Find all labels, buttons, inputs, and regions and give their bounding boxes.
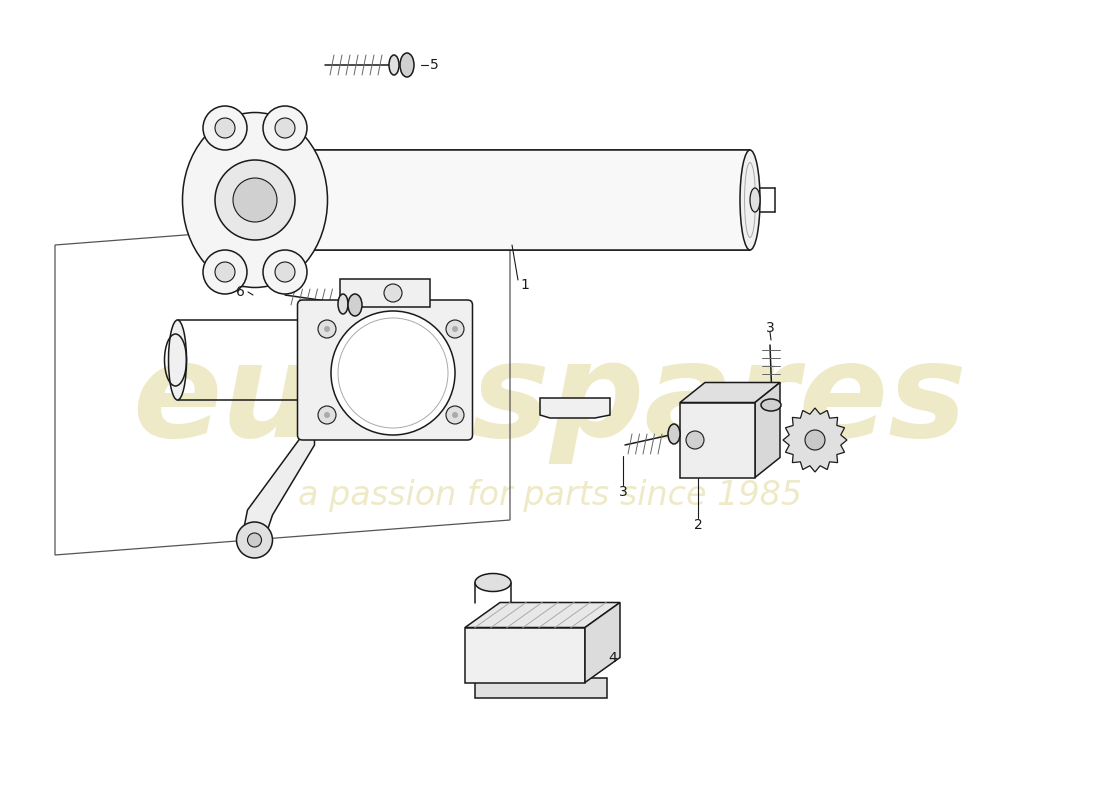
Ellipse shape bbox=[761, 399, 781, 411]
Ellipse shape bbox=[475, 574, 512, 591]
Ellipse shape bbox=[338, 294, 348, 314]
Circle shape bbox=[275, 118, 295, 138]
Ellipse shape bbox=[400, 53, 414, 77]
Ellipse shape bbox=[668, 424, 680, 444]
Polygon shape bbox=[540, 398, 611, 418]
Text: 3: 3 bbox=[618, 485, 627, 499]
Bar bbox=[340, 279, 430, 307]
Ellipse shape bbox=[389, 55, 399, 75]
Text: 5: 5 bbox=[430, 58, 439, 72]
Text: 1: 1 bbox=[520, 278, 529, 292]
Bar bbox=[255, 150, 750, 250]
Polygon shape bbox=[755, 382, 780, 478]
Circle shape bbox=[446, 320, 464, 338]
Circle shape bbox=[686, 431, 704, 449]
Circle shape bbox=[324, 326, 330, 332]
Text: 2: 2 bbox=[694, 518, 703, 532]
Circle shape bbox=[452, 326, 458, 332]
Circle shape bbox=[214, 118, 235, 138]
Text: a passion for parts since 1985: a passion for parts since 1985 bbox=[298, 479, 802, 513]
Circle shape bbox=[331, 311, 455, 435]
Ellipse shape bbox=[750, 188, 760, 212]
Circle shape bbox=[275, 262, 295, 282]
Circle shape bbox=[384, 284, 402, 302]
Circle shape bbox=[324, 412, 330, 418]
Circle shape bbox=[452, 412, 458, 418]
Circle shape bbox=[248, 533, 262, 547]
Ellipse shape bbox=[168, 320, 187, 400]
Circle shape bbox=[233, 178, 277, 222]
Ellipse shape bbox=[348, 294, 362, 316]
Bar bbox=[465, 627, 585, 682]
Circle shape bbox=[318, 320, 336, 338]
Text: 6: 6 bbox=[236, 285, 245, 299]
Polygon shape bbox=[783, 408, 847, 472]
Circle shape bbox=[214, 262, 235, 282]
Circle shape bbox=[446, 406, 464, 424]
Circle shape bbox=[263, 106, 307, 150]
Circle shape bbox=[204, 250, 248, 294]
Polygon shape bbox=[465, 602, 620, 627]
Circle shape bbox=[236, 522, 273, 558]
Text: 3: 3 bbox=[766, 321, 774, 335]
Text: 4: 4 bbox=[608, 651, 617, 665]
Text: eurospares: eurospares bbox=[133, 337, 967, 463]
Ellipse shape bbox=[740, 150, 760, 250]
Polygon shape bbox=[680, 382, 780, 402]
Circle shape bbox=[263, 250, 307, 294]
Ellipse shape bbox=[183, 113, 328, 287]
Circle shape bbox=[214, 160, 295, 240]
Polygon shape bbox=[585, 602, 620, 682]
Polygon shape bbox=[242, 410, 315, 545]
FancyBboxPatch shape bbox=[680, 402, 755, 478]
Bar bbox=[475, 678, 607, 698]
Circle shape bbox=[805, 430, 825, 450]
FancyBboxPatch shape bbox=[297, 300, 473, 440]
Circle shape bbox=[318, 406, 336, 424]
Circle shape bbox=[204, 106, 248, 150]
